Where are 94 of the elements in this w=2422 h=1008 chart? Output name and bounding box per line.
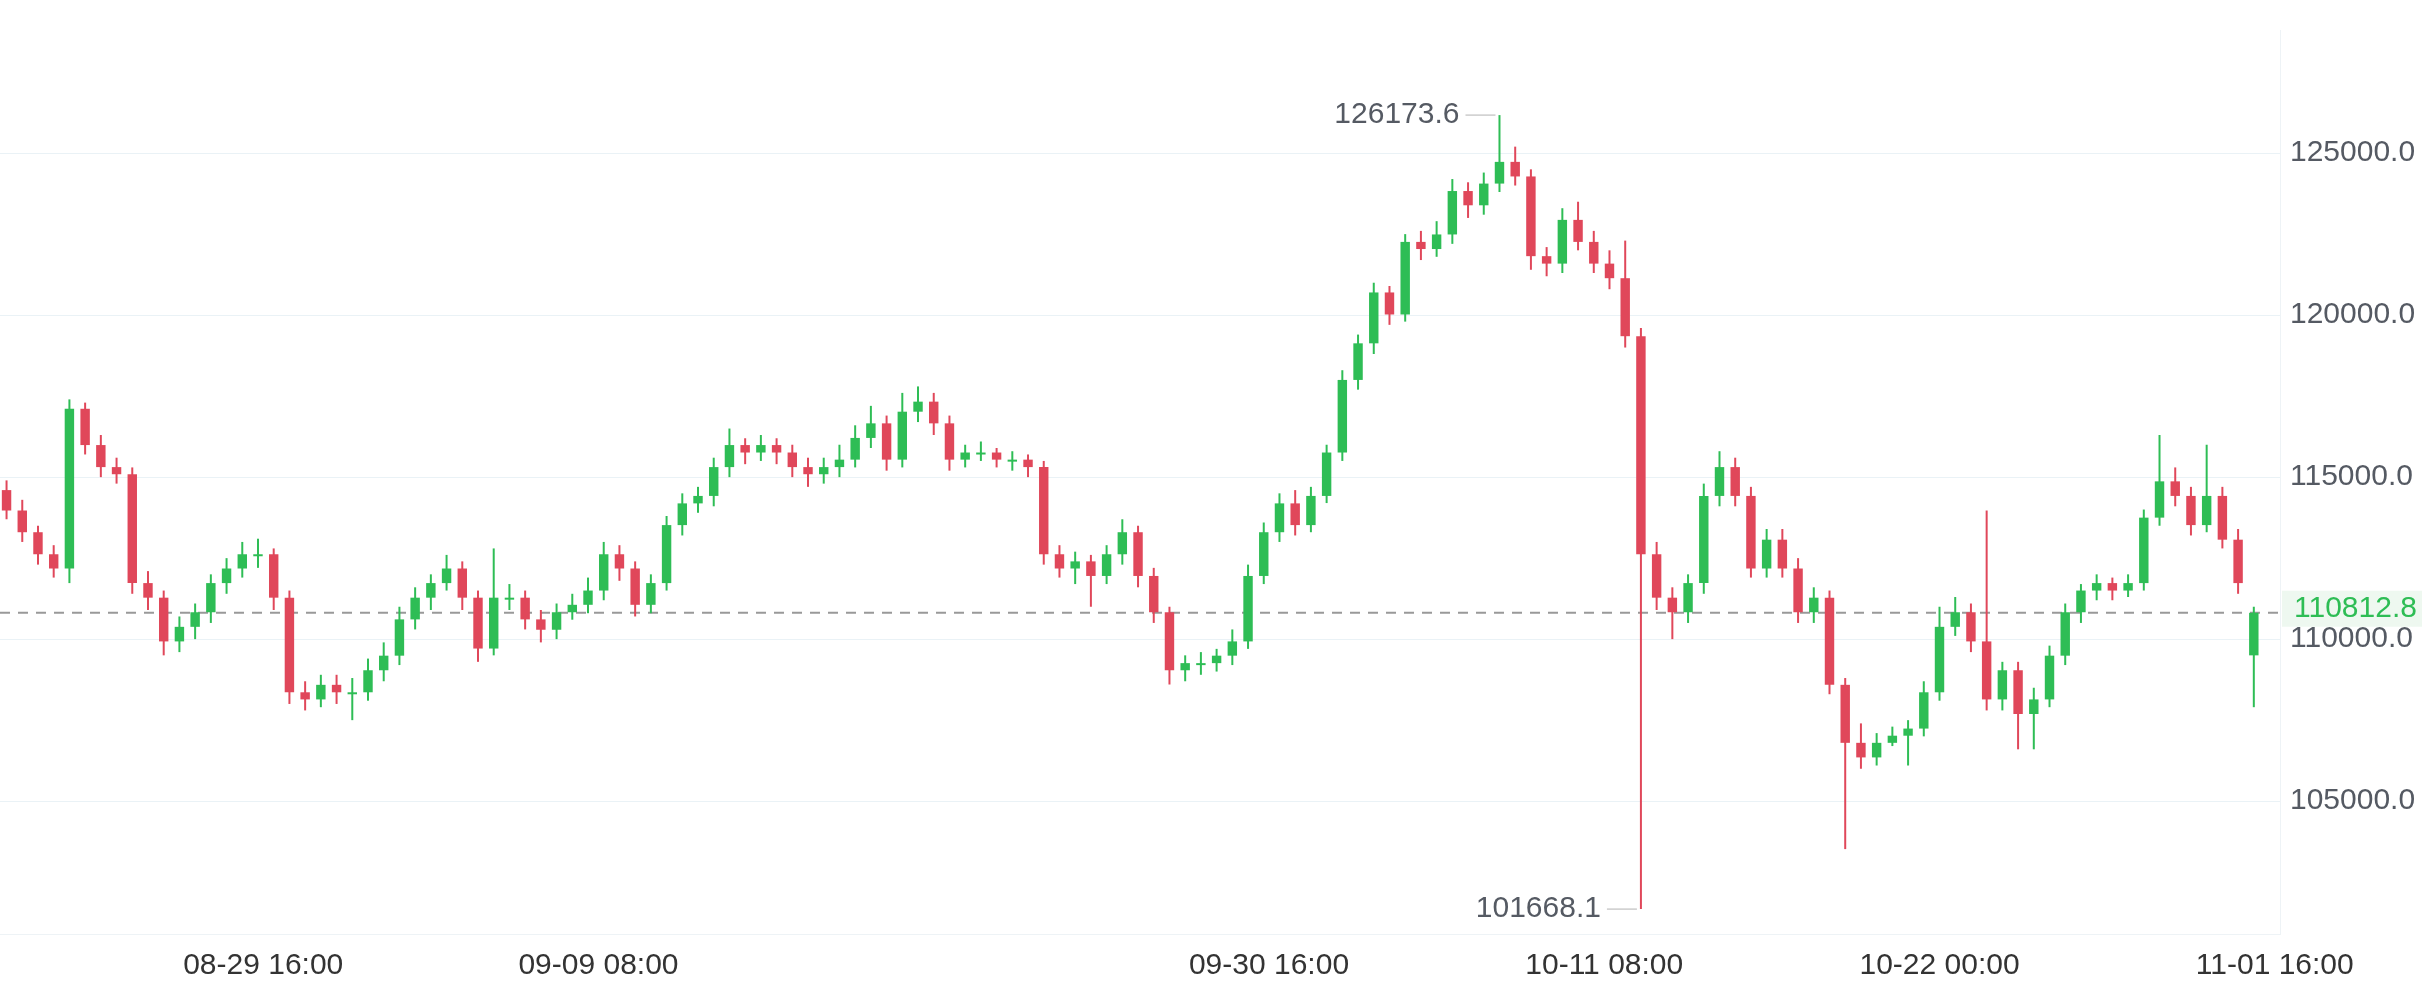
candlestick	[913, 385, 923, 424]
annotation: 101668.1	[1475, 890, 1601, 924]
candlestick	[850, 424, 860, 469]
candlestick	[1290, 489, 1300, 537]
candlestick	[331, 673, 342, 705]
candlestick	[1431, 220, 1442, 258]
x-tick-label: 11-01 16:00	[2195, 947, 2354, 981]
candlestick	[646, 573, 656, 615]
candlestick	[410, 586, 420, 631]
x-tick-label: 09-09 08:00	[518, 947, 679, 981]
candlestick	[347, 677, 357, 722]
candlestick	[33, 524, 43, 566]
candlestick	[693, 485, 703, 514]
candlestick	[1541, 246, 1552, 278]
candlestick	[771, 437, 782, 466]
candlestick	[551, 602, 562, 641]
candlestick	[1479, 171, 1489, 216]
candlestick	[1227, 628, 1238, 667]
candlestick	[1887, 725, 1898, 748]
y-tick-label: 125000.0	[2290, 134, 2416, 168]
candlestick	[48, 544, 59, 579]
candlestick	[1494, 114, 1505, 194]
candlestick	[174, 615, 185, 654]
candlestick	[803, 456, 813, 488]
candlestick	[1384, 284, 1395, 326]
annotation: 126173.6	[1334, 96, 1460, 130]
candlestick	[929, 391, 939, 437]
candlestick	[253, 537, 263, 569]
candlestick	[787, 443, 798, 479]
candlestick	[426, 573, 436, 611]
candlestick	[2076, 583, 2086, 624]
y-tick-label: 120000.0	[2290, 296, 2416, 330]
candlestick	[111, 456, 122, 485]
candlestick	[237, 540, 247, 579]
candlestick	[740, 437, 750, 466]
candlestick	[1023, 453, 1033, 479]
candlestick	[2091, 573, 2102, 602]
candlestick	[1809, 586, 1819, 624]
candlestick	[1604, 249, 1615, 291]
candlestick	[991, 446, 1002, 469]
candlestick	[1573, 200, 1583, 252]
candlestick	[1510, 145, 1520, 187]
candlestick	[1856, 722, 1866, 770]
candlestick	[300, 680, 310, 712]
candlestick	[379, 641, 389, 683]
candlestick	[1871, 732, 1882, 767]
y-tick-label: 105000.0	[2290, 782, 2416, 816]
candlestick	[2123, 573, 2133, 599]
candlestick	[1416, 229, 1426, 262]
candlestick	[536, 608, 546, 644]
candlestick	[976, 440, 986, 462]
candlestick	[567, 592, 578, 621]
candlestick	[1101, 544, 1112, 586]
candlestick	[834, 443, 845, 479]
candlestick	[2107, 576, 2118, 602]
candlestick	[960, 443, 970, 469]
x-tick-label: 10-22 00:00	[1859, 947, 2020, 981]
x-tick-label: 09-30 16:00	[1188, 947, 1350, 981]
candlestick	[1950, 596, 1960, 637]
candlestick	[520, 589, 530, 631]
candlestick	[724, 427, 735, 479]
candlestick	[1180, 654, 1190, 683]
candlestick	[143, 570, 153, 611]
candlestick	[1054, 544, 1065, 579]
candlestick	[441, 553, 452, 592]
candlestick	[2029, 686, 2039, 751]
candlestick	[2170, 466, 2180, 508]
candlestick	[504, 583, 515, 611]
candlestick	[96, 434, 106, 479]
candlestick	[583, 576, 593, 615]
candlestick	[1086, 553, 1096, 608]
candlestick	[1, 479, 12, 521]
candlestick	[819, 456, 829, 485]
candlestick	[363, 657, 373, 702]
candlestick	[190, 602, 200, 641]
candlestick	[1903, 719, 1913, 767]
candlestick	[1463, 181, 1473, 219]
candlestick	[1117, 518, 1128, 566]
candlestick	[1211, 647, 1222, 673]
candlestick	[1070, 550, 1080, 586]
candlestick	[1589, 229, 1599, 275]
candlestick	[756, 434, 766, 462]
y-tick-label: 115000.0	[2290, 458, 2413, 492]
x-tick-label: 10-11 08:00	[1525, 947, 1684, 981]
candlestick	[1667, 586, 1678, 641]
candlestick	[677, 492, 688, 537]
candlestick	[316, 673, 326, 709]
candlestick	[17, 498, 27, 543]
candlestick	[866, 404, 876, 449]
candlestick	[1007, 450, 1018, 472]
candlestick	[221, 557, 232, 595]
candlestick	[1196, 651, 1206, 676]
candlestick	[614, 544, 625, 582]
x-tick-label: 08-29 16:00	[183, 947, 344, 981]
